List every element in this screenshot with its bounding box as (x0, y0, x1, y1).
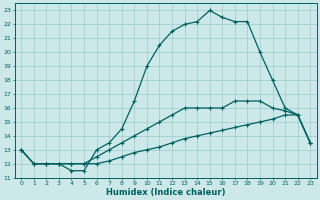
X-axis label: Humidex (Indice chaleur): Humidex (Indice chaleur) (106, 188, 226, 197)
